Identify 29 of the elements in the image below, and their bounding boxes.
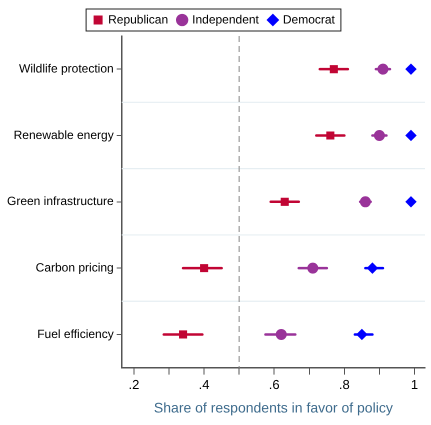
point — [405, 64, 416, 75]
x-tick-label: 1 — [410, 376, 418, 392]
x-tick-label: .2 — [128, 376, 140, 392]
point — [307, 262, 318, 274]
point — [374, 130, 385, 141]
point — [405, 130, 416, 141]
legend-label: Independent — [192, 12, 260, 26]
x-tick-label: .8 — [338, 376, 350, 392]
point — [179, 330, 188, 338]
point — [280, 198, 289, 206]
point — [356, 328, 368, 340]
x-axis-title: Share of respondents in favor of policy — [154, 399, 393, 416]
y-tick-label: Wildlife protection — [18, 61, 114, 76]
legend-label: Republican — [108, 12, 168, 26]
legend-label: Democrat — [282, 12, 336, 26]
point — [377, 64, 388, 75]
point — [330, 65, 338, 74]
y-tick-label: Green infrastructure — [6, 194, 114, 208]
point — [360, 196, 371, 208]
y-tick-label: Carbon pricing — [36, 260, 114, 274]
x-tick-label: .4 — [198, 376, 210, 392]
point — [405, 196, 416, 208]
point — [276, 328, 287, 340]
point — [200, 264, 208, 272]
point — [326, 131, 334, 140]
point — [366, 262, 378, 274]
y-tick-label: Fuel efficiency — [37, 326, 114, 341]
y-tick-label: Renewable energy — [14, 128, 114, 142]
x-tick-label: .6 — [268, 376, 280, 392]
